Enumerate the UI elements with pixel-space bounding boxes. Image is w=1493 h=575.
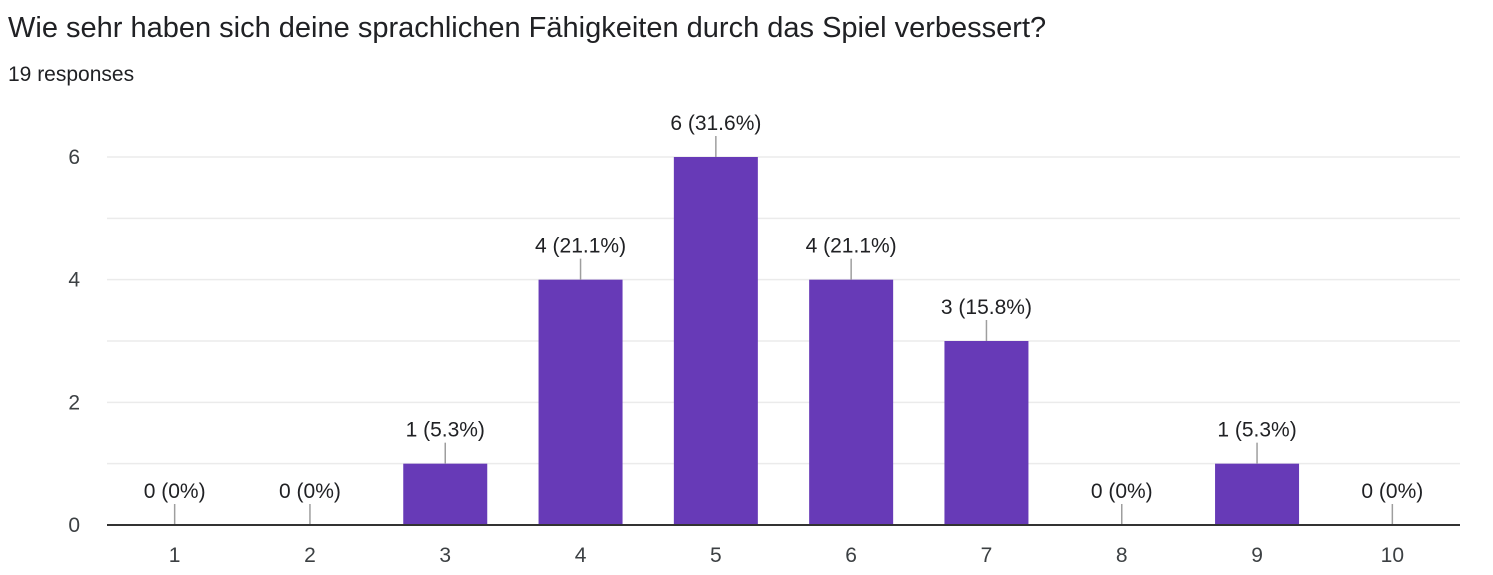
bar bbox=[944, 341, 1029, 525]
x-tick-label: 9 bbox=[1251, 544, 1263, 567]
x-tick-label: 5 bbox=[710, 544, 722, 567]
bar bbox=[403, 463, 488, 525]
x-tick-label: 6 bbox=[845, 544, 857, 567]
data-label: 4 (21.1%) bbox=[806, 235, 897, 258]
x-tick-label: 10 bbox=[1381, 544, 1404, 567]
data-label: 1 (5.3%) bbox=[406, 419, 485, 442]
data-label: 1 (5.3%) bbox=[1217, 419, 1296, 442]
x-tick-label: 4 bbox=[575, 544, 587, 567]
y-tick-label: 2 bbox=[68, 391, 80, 414]
y-tick-label: 0 bbox=[68, 514, 80, 537]
y-tick-label: 6 bbox=[68, 146, 80, 169]
data-label: 6 (31.6%) bbox=[670, 112, 761, 135]
bar bbox=[673, 157, 758, 525]
x-tick-label: 7 bbox=[981, 544, 993, 567]
x-tick-label: 3 bbox=[439, 544, 451, 567]
question-title: Wie sehr haben sich deine sprachlichen F… bbox=[8, 12, 1047, 44]
x-tick-label: 2 bbox=[304, 544, 316, 567]
data-label: 0 (0%) bbox=[279, 480, 341, 503]
bar bbox=[1215, 463, 1300, 525]
x-tick-label: 8 bbox=[1116, 544, 1128, 567]
data-label: 0 (0%) bbox=[1361, 480, 1423, 503]
data-label: 0 (0%) bbox=[1091, 480, 1153, 503]
response-count: 19 responses bbox=[8, 63, 135, 86]
data-label: 0 (0%) bbox=[144, 480, 206, 503]
bar bbox=[538, 279, 623, 525]
data-label: 3 (15.8%) bbox=[941, 296, 1032, 319]
y-tick-label: 4 bbox=[68, 269, 80, 292]
bar bbox=[809, 279, 894, 525]
x-tick-label: 1 bbox=[169, 544, 181, 567]
data-label: 4 (21.1%) bbox=[535, 235, 626, 258]
